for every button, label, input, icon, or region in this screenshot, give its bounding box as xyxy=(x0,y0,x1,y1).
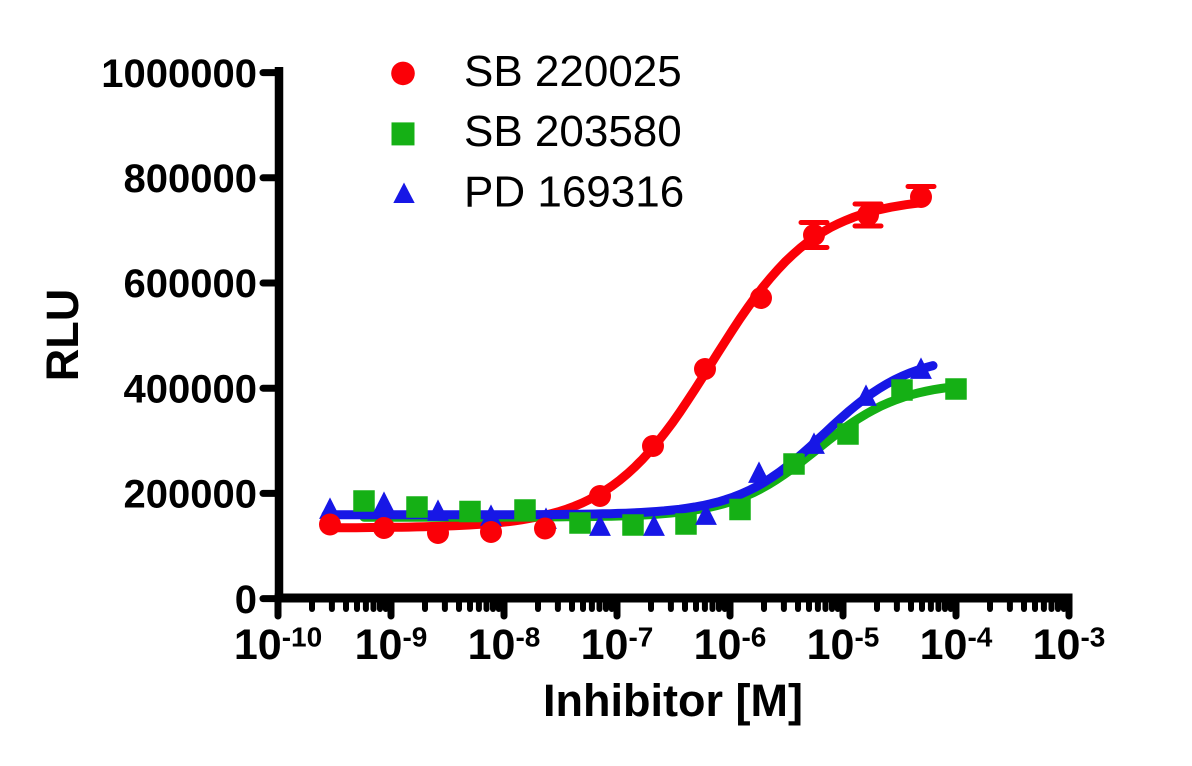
svg-text:Inhibitor [M]: Inhibitor [M] xyxy=(543,675,803,726)
svg-text:0: 0 xyxy=(235,578,257,622)
svg-text:200000: 200000 xyxy=(124,473,257,517)
svg-text:600000: 600000 xyxy=(124,262,257,306)
svg-text:400000: 400000 xyxy=(124,367,257,411)
svg-text:RLU: RLU xyxy=(37,289,88,381)
svg-text:SB 220025: SB 220025 xyxy=(464,47,682,96)
svg-text:800000: 800000 xyxy=(124,157,257,201)
svg-text:SB 203580: SB 203580 xyxy=(464,107,682,156)
svg-text:1000000: 1000000 xyxy=(101,52,257,96)
svg-text:PD 169316: PD 169316 xyxy=(464,167,684,216)
